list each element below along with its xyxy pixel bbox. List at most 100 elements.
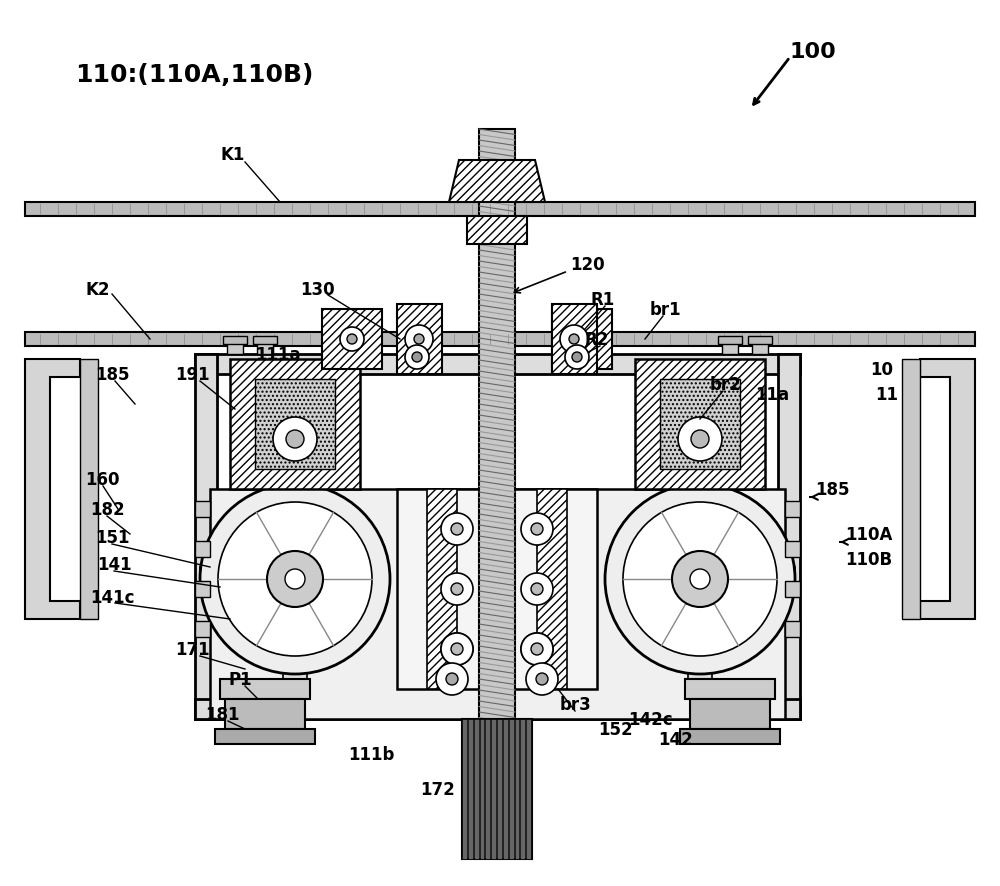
Text: R2: R2: [585, 330, 609, 348]
Text: br1: br1: [650, 300, 682, 319]
Bar: [195, 354, 800, 375]
Bar: [195, 354, 217, 719]
Bar: [253, 337, 277, 345]
Bar: [902, 360, 920, 619]
Bar: [479, 130, 515, 809]
Bar: [785, 541, 800, 557]
Circle shape: [446, 673, 458, 685]
Circle shape: [200, 485, 390, 674]
Text: 141c: 141c: [90, 588, 135, 606]
Bar: [195, 541, 210, 557]
Text: 130: 130: [300, 281, 335, 299]
Bar: [785, 581, 800, 597]
Bar: [462, 719, 467, 859]
Bar: [552, 305, 597, 375]
Bar: [718, 337, 742, 345]
Circle shape: [605, 485, 795, 674]
Bar: [195, 699, 800, 719]
Bar: [25, 332, 975, 346]
Bar: [491, 719, 496, 859]
Circle shape: [286, 431, 304, 448]
Circle shape: [347, 335, 357, 345]
Bar: [752, 343, 768, 354]
Text: 171: 171: [175, 641, 210, 658]
Bar: [230, 360, 360, 489]
Text: 10: 10: [870, 361, 893, 378]
Circle shape: [218, 502, 372, 657]
Bar: [397, 489, 597, 689]
Bar: [223, 337, 247, 345]
Circle shape: [560, 326, 588, 354]
Circle shape: [285, 570, 305, 589]
Bar: [397, 305, 442, 375]
Bar: [474, 719, 479, 859]
Bar: [322, 309, 382, 369]
Circle shape: [577, 335, 587, 345]
Bar: [514, 719, 519, 859]
Bar: [552, 309, 612, 369]
Text: 142: 142: [658, 730, 693, 748]
Text: 11: 11: [875, 385, 898, 403]
Bar: [225, 699, 305, 729]
Bar: [635, 360, 765, 489]
Circle shape: [405, 326, 433, 354]
Circle shape: [441, 573, 473, 605]
Circle shape: [536, 673, 548, 685]
Bar: [195, 621, 210, 637]
Text: 151: 151: [95, 528, 130, 547]
Circle shape: [267, 551, 323, 607]
Bar: [227, 343, 243, 354]
Text: 172: 172: [420, 780, 455, 798]
Circle shape: [572, 353, 582, 362]
Bar: [526, 719, 531, 859]
Text: 120: 120: [570, 256, 605, 274]
Bar: [685, 680, 775, 699]
Circle shape: [690, 570, 710, 589]
Circle shape: [441, 633, 473, 665]
Circle shape: [414, 335, 424, 345]
Bar: [778, 354, 800, 719]
Circle shape: [623, 502, 777, 657]
Bar: [210, 489, 785, 719]
Text: br3: br3: [560, 696, 592, 713]
Bar: [509, 719, 514, 859]
Bar: [497, 719, 502, 859]
Circle shape: [451, 583, 463, 595]
Circle shape: [672, 551, 728, 607]
Text: 191: 191: [175, 366, 210, 384]
Bar: [722, 343, 738, 354]
Bar: [485, 719, 490, 859]
Text: 142c: 142c: [628, 711, 673, 728]
Text: 110A: 110A: [845, 525, 892, 543]
Circle shape: [569, 335, 579, 345]
Text: 11a: 11a: [755, 385, 789, 403]
Polygon shape: [449, 161, 545, 203]
Bar: [467, 217, 527, 245]
Polygon shape: [25, 360, 80, 619]
Text: 111a: 111a: [255, 346, 301, 363]
Circle shape: [526, 664, 558, 696]
Bar: [763, 567, 795, 591]
Text: K1: K1: [220, 146, 244, 164]
Text: br2: br2: [710, 376, 742, 393]
Circle shape: [691, 431, 709, 448]
Bar: [427, 489, 457, 689]
Circle shape: [521, 573, 553, 605]
Bar: [195, 581, 210, 597]
Bar: [283, 489, 307, 699]
Circle shape: [570, 328, 594, 352]
Bar: [785, 621, 800, 637]
Text: 100: 100: [790, 42, 837, 62]
Bar: [748, 337, 772, 345]
Text: R1: R1: [590, 291, 614, 308]
Bar: [80, 360, 98, 619]
Circle shape: [565, 346, 589, 369]
Text: 160: 160: [85, 470, 120, 488]
Bar: [660, 379, 740, 470]
Bar: [195, 501, 210, 517]
Circle shape: [531, 524, 543, 535]
Bar: [785, 501, 800, 517]
Circle shape: [412, 353, 422, 362]
Text: P1: P1: [228, 670, 252, 688]
Bar: [255, 379, 335, 470]
